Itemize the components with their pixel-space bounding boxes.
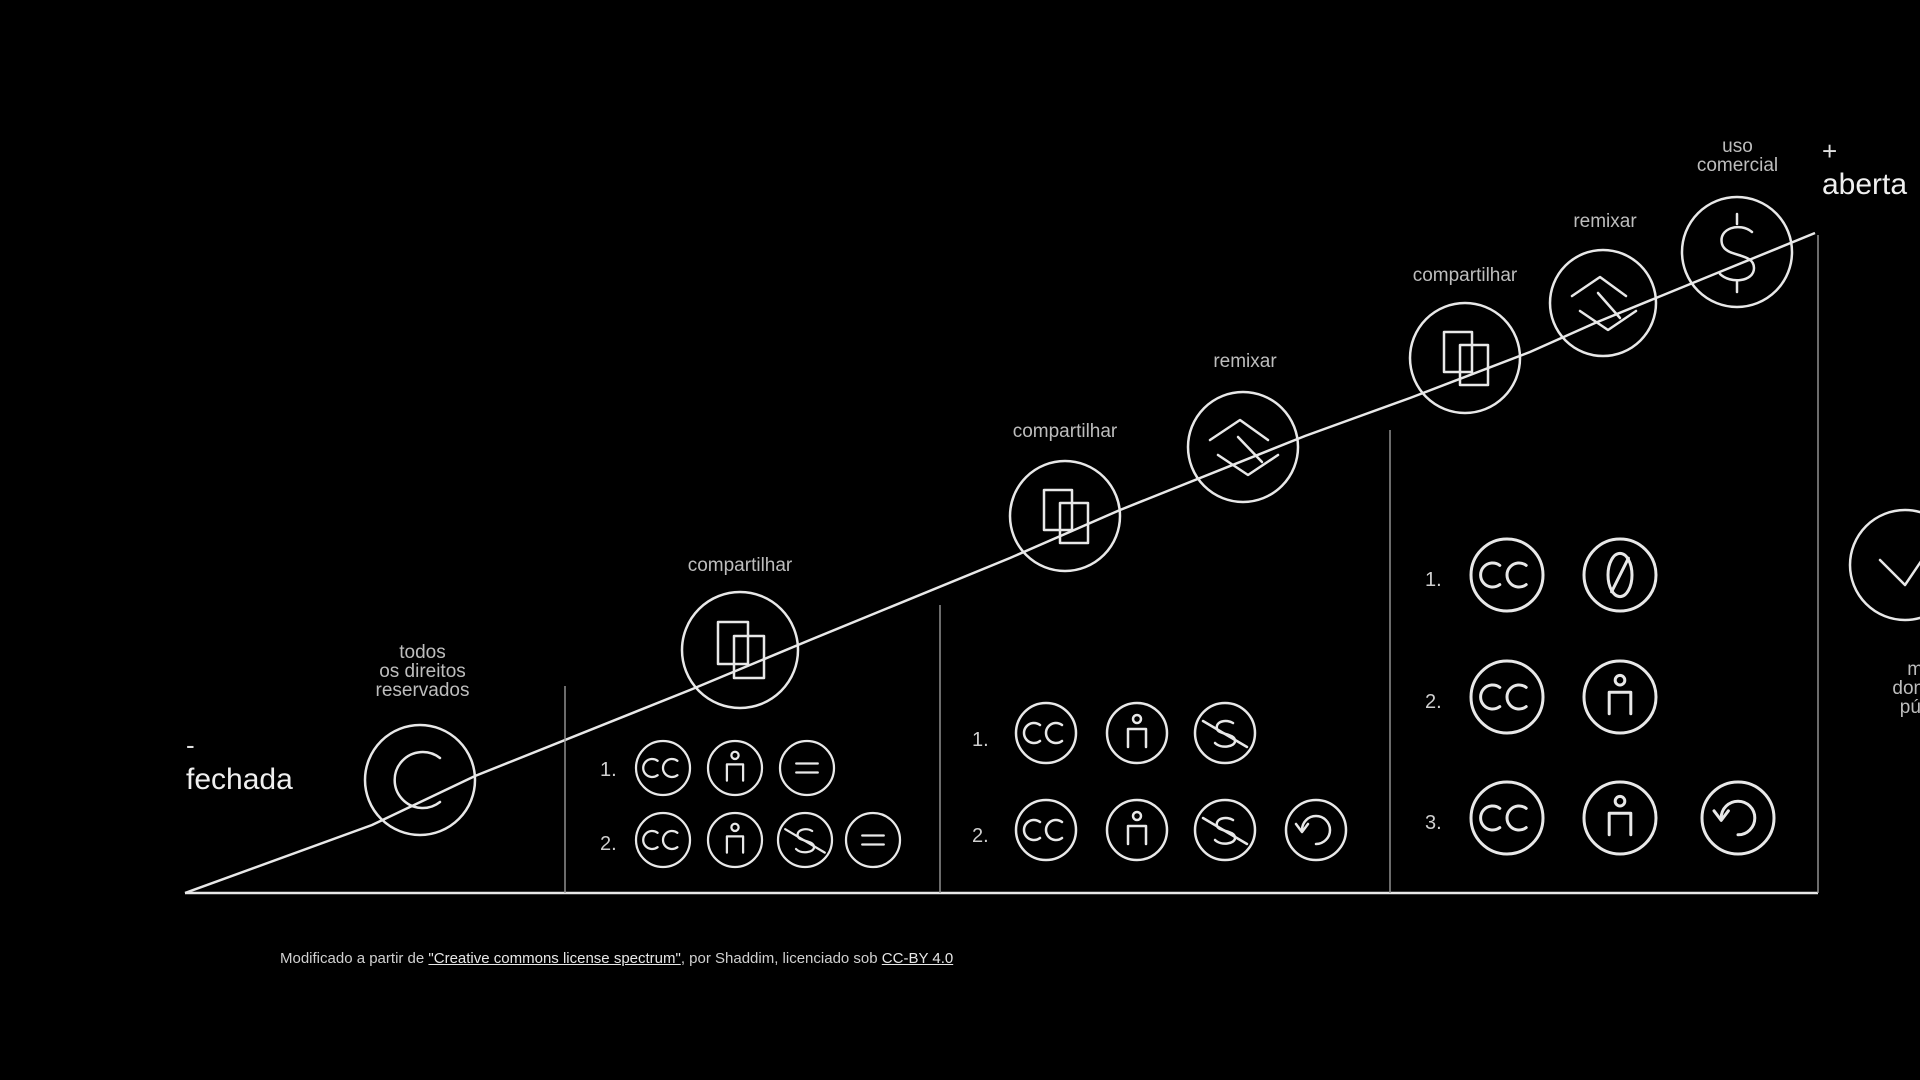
non-commercial-icon (776, 811, 834, 869)
attribution-icon (1582, 780, 1658, 856)
plus-sign: + (1822, 136, 1838, 166)
row-number: 2. (600, 833, 617, 855)
share-label: compartilhar (1012, 421, 1118, 442)
closed-label: fechada (186, 763, 293, 796)
non-commercial-icon (1193, 798, 1257, 862)
remix-label: remixar (1573, 211, 1637, 232)
share-icon (1408, 301, 1522, 415)
public-domain-icon (1848, 508, 1920, 622)
share-icon (1008, 459, 1122, 573)
cc-zero-icon (1582, 537, 1658, 613)
attribution-icon (706, 739, 764, 797)
commercial-use-label: uso comercial (1696, 136, 1779, 176)
attribution-footer: Modificado a partir de "Creative commons… (280, 950, 954, 967)
remix-icon (1548, 248, 1658, 358)
share-label: compartilhar (687, 555, 793, 576)
row-number: 3. (1425, 812, 1442, 834)
cc-icon (1014, 701, 1078, 765)
copyright-icon (363, 723, 477, 837)
row-number: 1. (972, 729, 989, 751)
cc-icon (1469, 780, 1545, 856)
row-number: 1. (1425, 569, 1442, 591)
remix-label: remixar (1213, 351, 1277, 372)
row-number: 2. (972, 825, 989, 847)
share-alike-icon (1284, 798, 1348, 862)
attribution-icon (1105, 798, 1169, 862)
row-number: 1. (600, 759, 617, 781)
dollar-icon (1680, 195, 1794, 309)
license-link[interactable]: CC-BY 4.0 (881, 950, 954, 967)
non-commercial-icon (1193, 701, 1257, 765)
attribution-icon (706, 811, 764, 869)
no-derivatives-icon (844, 811, 902, 869)
open-label: aberta (1822, 168, 1908, 201)
share-icon (680, 590, 800, 710)
cc-icon (634, 811, 692, 869)
row-number: 2. (1425, 691, 1442, 713)
attribution-icon (1582, 659, 1658, 735)
cc-icon (1014, 798, 1078, 862)
no-derivatives-icon (778, 739, 836, 797)
public-domain-label: marca domínio público (1892, 659, 1920, 718)
cc-icon (1469, 537, 1545, 613)
cc-icon (1469, 659, 1545, 735)
cc-icon (634, 739, 692, 797)
remix-icon (1186, 390, 1300, 504)
attribution-icon (1105, 701, 1169, 765)
spectrum-line (184, 231, 1816, 895)
all-rights-reserved-label: todos os direitos reservados (375, 642, 470, 701)
share-label: compartilhar (1412, 265, 1518, 286)
minus-sign: - (186, 730, 195, 760)
share-alike-icon (1700, 780, 1776, 856)
source-link[interactable]: "Creative commons license spectrum" (428, 950, 681, 967)
